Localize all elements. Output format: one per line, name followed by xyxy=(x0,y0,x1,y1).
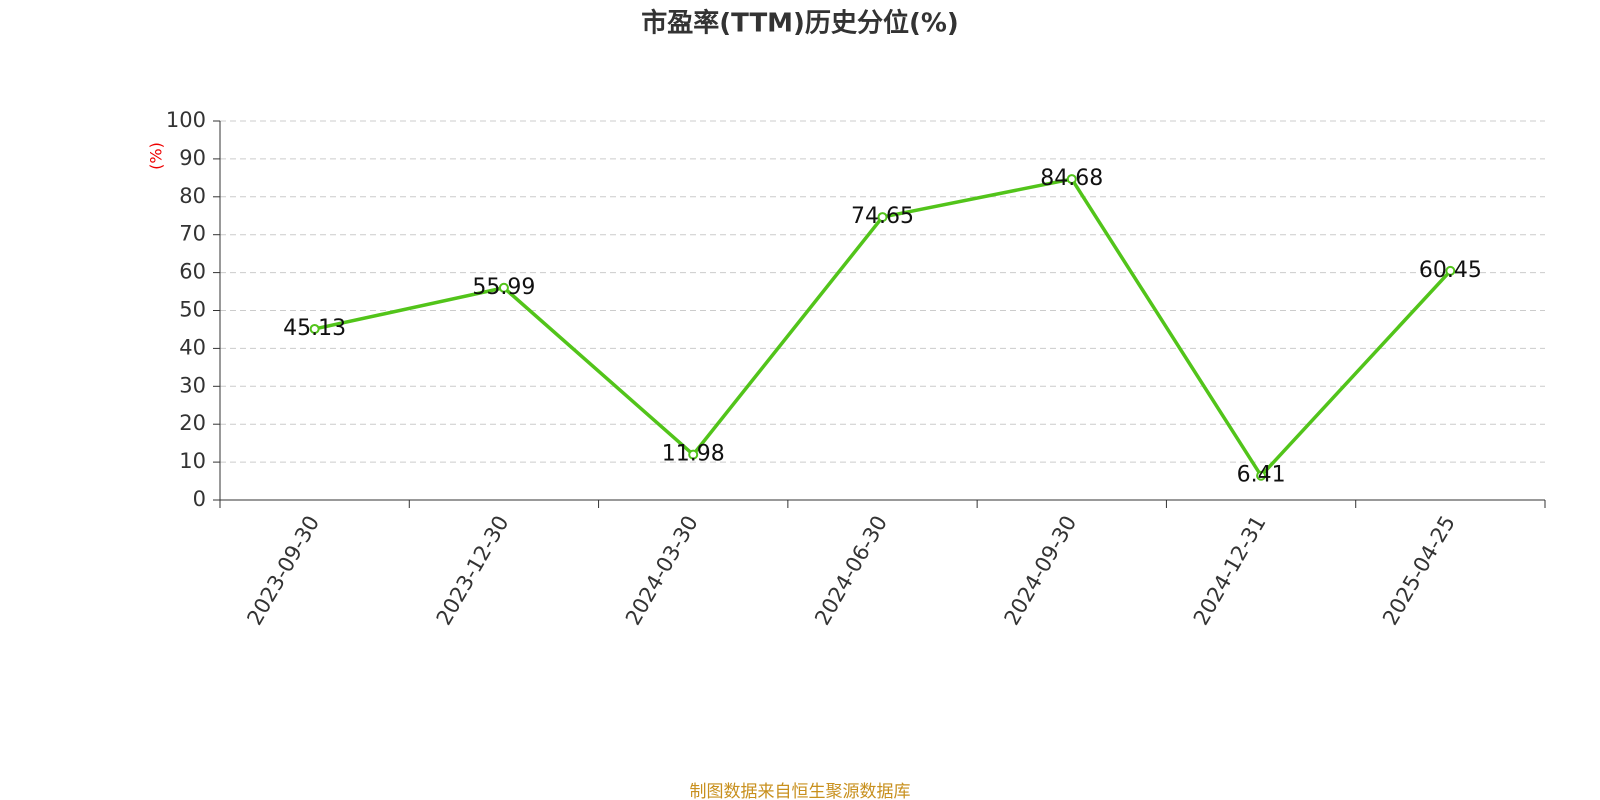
point xyxy=(688,449,699,460)
data-label: 55.99 xyxy=(472,275,535,300)
point xyxy=(1256,470,1267,481)
y-tick-label: 0 xyxy=(193,487,206,511)
y-tick-label: 20 xyxy=(179,411,206,435)
x-tick-label: 2024-12-31 xyxy=(1189,512,1271,630)
data-label: 11.98 xyxy=(662,442,725,467)
y-tick-label: 10 xyxy=(179,449,206,473)
x-tick-label: 2024-06-30 xyxy=(810,512,892,630)
data-label: 74.65 xyxy=(851,204,914,229)
chart-title: 市盈率(TTM)历史分位(%) xyxy=(641,8,959,39)
y-tick-label: 60 xyxy=(179,260,206,284)
y-axis-label: (%) xyxy=(147,142,166,170)
point xyxy=(1066,174,1077,185)
x-tick-label: 2023-09-30 xyxy=(242,512,324,630)
y-tick-label: 50 xyxy=(179,298,206,322)
data-label: 60.45 xyxy=(1419,258,1482,283)
point xyxy=(1445,265,1456,276)
y-tick-label: 80 xyxy=(179,184,206,208)
x-tick-label: 2023-12-30 xyxy=(432,512,514,630)
point xyxy=(309,323,320,334)
y-tick-label: 40 xyxy=(179,335,206,359)
data-label: 45.13 xyxy=(283,316,346,341)
x-tick-label: 2024-03-30 xyxy=(621,512,703,630)
y-tick-label: 90 xyxy=(179,146,206,170)
data-label: 84.68 xyxy=(1040,166,1103,191)
data-label: 6.41 xyxy=(1237,463,1286,488)
point xyxy=(877,212,888,223)
y-tick-label: 30 xyxy=(179,373,206,397)
x-tick-label: 2025-04-25 xyxy=(1378,512,1460,630)
y-tick-label: 100 xyxy=(166,108,206,132)
point xyxy=(498,282,509,293)
source-note: 制图数据来自恒生聚源数据库 xyxy=(690,782,911,800)
x-tick-label: 2024-09-30 xyxy=(1000,512,1082,630)
y-tick-label: 70 xyxy=(179,222,206,246)
